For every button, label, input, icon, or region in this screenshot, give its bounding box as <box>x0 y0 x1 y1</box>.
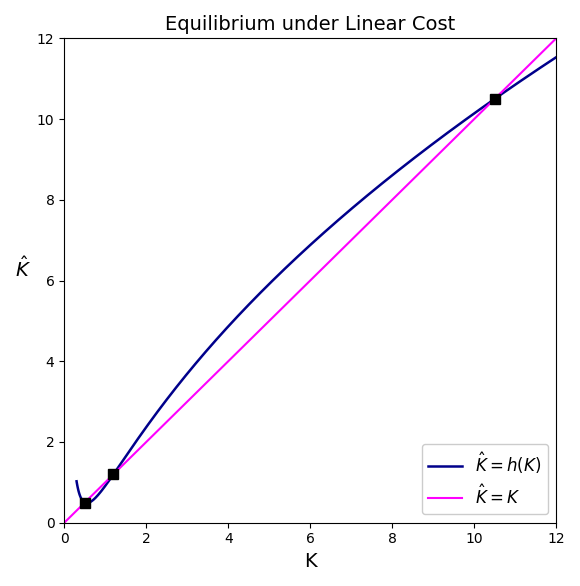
$\hat{K}=h(K)$ <box>84 499 90 506</box>
$\hat{K}=h(K)$ <box>548 57 554 64</box>
$\hat{K}=h(K)$ <box>445 129 452 136</box>
$\hat{K}=h(K)$ <box>416 150 423 157</box>
$\hat{K}=h(K)$ <box>150 414 157 421</box>
X-axis label: K: K <box>304 552 317 571</box>
Line: $\hat{K}=h(K)$: $\hat{K}=h(K)$ <box>87 57 556 503</box>
Legend: $\hat{K}=h(K)$, $\hat{K}=K$: $\hat{K}=h(K)$, $\hat{K}=K$ <box>422 444 548 515</box>
Y-axis label: $\hat{K}$: $\hat{K}$ <box>15 255 31 281</box>
Title: Equilibrium under Linear Cost: Equilibrium under Linear Cost <box>165 15 455 34</box>
$\hat{K}=h(K)$ <box>188 364 195 372</box>
$\hat{K}=h(K)$ <box>553 54 560 61</box>
$\hat{K}=h(K)$ <box>153 410 160 417</box>
